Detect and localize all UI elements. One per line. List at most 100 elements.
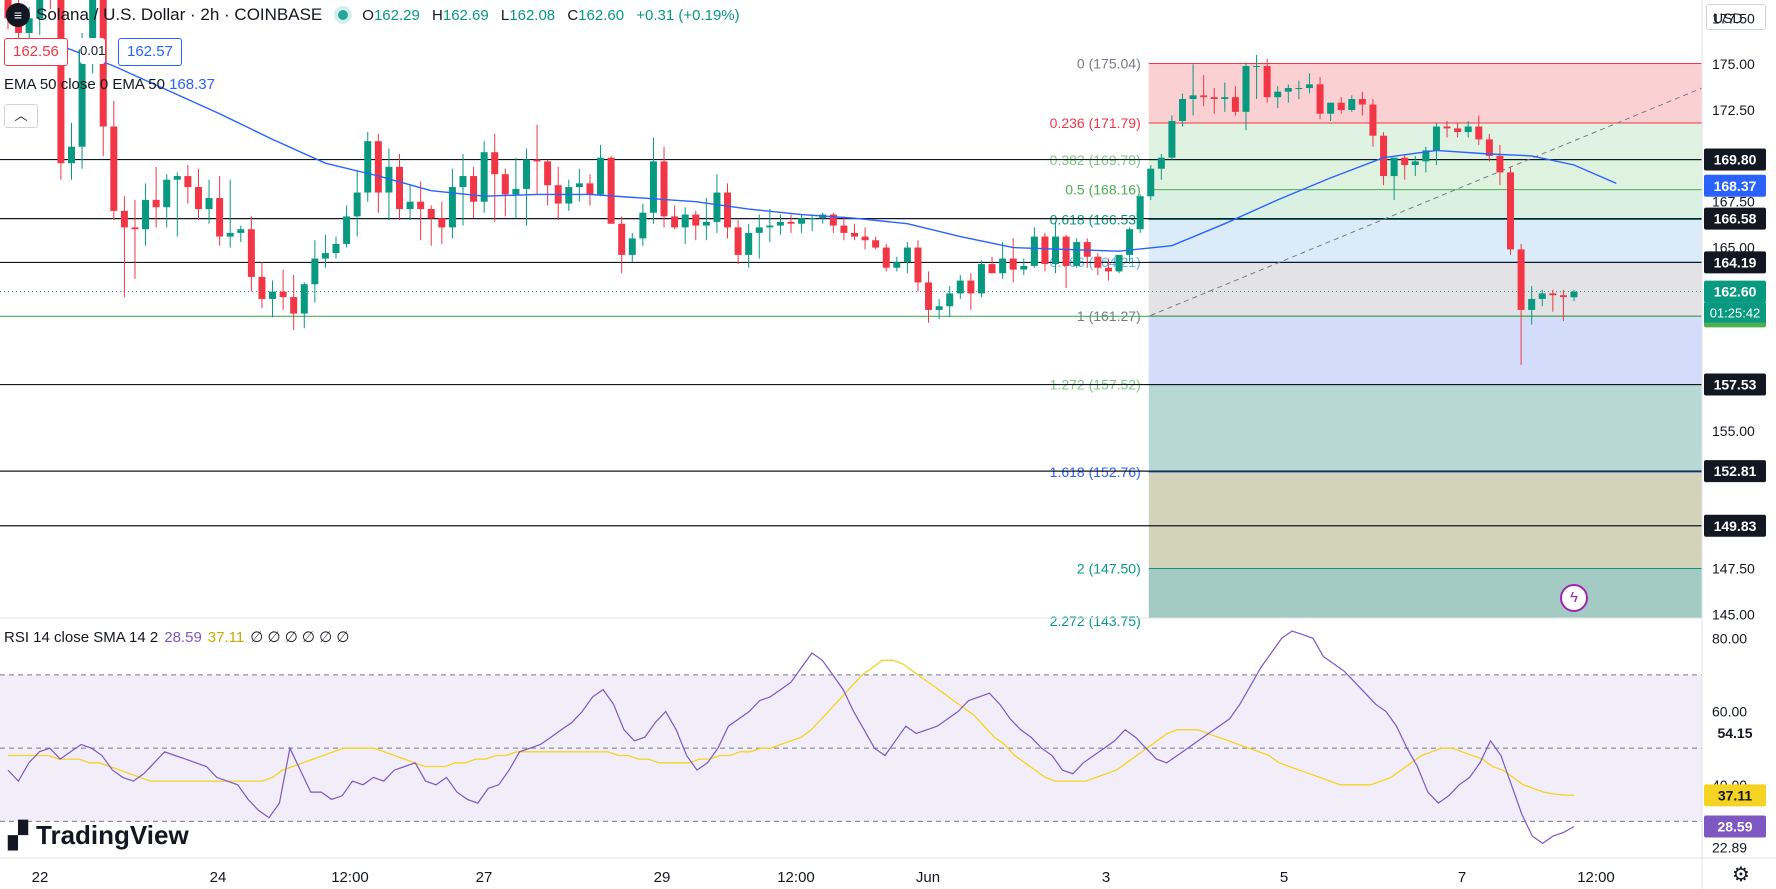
candle xyxy=(988,264,996,274)
candle xyxy=(1284,88,1292,92)
candle xyxy=(840,225,848,233)
candle xyxy=(205,198,213,210)
candle xyxy=(628,238,636,255)
candle xyxy=(1507,172,1515,250)
candle xyxy=(850,232,858,237)
candle xyxy=(1517,249,1525,310)
candle xyxy=(491,152,499,175)
price-axis-tag-label: 37.11 xyxy=(1718,787,1752,803)
candle xyxy=(290,297,298,314)
candle xyxy=(1327,102,1335,114)
candle xyxy=(1200,95,1208,98)
candle xyxy=(1073,242,1081,266)
price-tick-label: 145.00 xyxy=(1712,606,1755,622)
candle xyxy=(1030,236,1038,266)
candle xyxy=(565,187,573,204)
candle xyxy=(1570,291,1578,298)
countdown-tag xyxy=(1704,302,1766,323)
candle xyxy=(1052,236,1060,265)
buy-button[interactable]: 162.57 xyxy=(118,38,182,66)
chevron-up-icon: ︿ xyxy=(14,108,28,123)
candle xyxy=(36,0,44,19)
candle xyxy=(1115,254,1123,272)
candle xyxy=(977,264,985,294)
candle xyxy=(649,161,657,213)
candle xyxy=(269,291,277,299)
candle xyxy=(67,146,75,164)
candle xyxy=(745,232,753,255)
candle xyxy=(448,187,456,228)
candle xyxy=(787,221,795,224)
candle xyxy=(279,291,287,298)
candle xyxy=(311,258,319,285)
candle xyxy=(1242,66,1250,112)
candle xyxy=(1083,242,1091,257)
price-tick-label: 167.50 xyxy=(1712,194,1755,210)
candle xyxy=(1009,258,1017,270)
fib-zone xyxy=(1148,384,1702,473)
fib-zone xyxy=(1148,262,1702,316)
candle xyxy=(1094,256,1102,268)
fib-zone xyxy=(1148,568,1702,618)
candle xyxy=(1179,99,1186,122)
candle xyxy=(1464,126,1472,133)
price-axis-tag-label: 152.81 xyxy=(1714,463,1757,479)
collapse-indicators-button[interactable]: ︿ xyxy=(4,104,38,128)
fib-level-label: 1.618 (152.76) xyxy=(1050,464,1141,480)
candle xyxy=(681,214,689,228)
tradingview-logo[interactable]: ▞ TradingView xyxy=(8,820,189,850)
candle xyxy=(25,18,33,34)
ema-indicator-label[interactable]: EMA 50 close 0 EMA 50 168.37 xyxy=(4,76,215,93)
time-tick-label: 22 xyxy=(32,869,49,886)
candle xyxy=(131,227,139,230)
rsi-tick-label: 22.89 xyxy=(1712,839,1747,855)
candle xyxy=(861,236,869,241)
candle xyxy=(1411,161,1419,166)
price-axis-tag-label: 157.53 xyxy=(1714,377,1757,393)
candle xyxy=(776,221,784,226)
candle xyxy=(618,223,626,255)
candle xyxy=(1104,267,1112,272)
candle xyxy=(1305,84,1313,89)
price-change: +0.31 (+0.19%) xyxy=(636,6,740,24)
candle xyxy=(247,229,255,277)
candle xyxy=(1485,139,1493,156)
candle xyxy=(597,157,605,195)
candle xyxy=(829,214,837,226)
time-tick-label: Jun xyxy=(916,869,940,886)
fib-level-label: 0 (175.04) xyxy=(1077,55,1141,71)
candle xyxy=(1221,97,1229,100)
candle xyxy=(480,152,488,202)
rsi-tick-label: 60.00 xyxy=(1712,704,1747,720)
candle xyxy=(459,176,467,188)
candle xyxy=(142,199,150,230)
candle xyxy=(1210,97,1218,100)
fib-zone xyxy=(1148,219,1702,263)
price-axis-tag xyxy=(1704,784,1766,807)
settings-gear-icon[interactable]: ⚙ xyxy=(1732,864,1750,886)
candle xyxy=(1422,150,1430,162)
candle xyxy=(194,187,202,210)
candle xyxy=(1231,97,1239,112)
candle xyxy=(427,209,435,219)
candle xyxy=(173,176,181,180)
time-tick-label: 29 xyxy=(654,869,671,886)
candle xyxy=(501,174,509,195)
currency-selector[interactable]: USD xyxy=(1706,4,1766,30)
price-axis-tag-label: 169.80 xyxy=(1714,152,1757,168)
alert-bolt-icon[interactable]: ϟ xyxy=(1560,584,1588,612)
candle xyxy=(1475,126,1483,140)
sell-button[interactable]: 162.56 xyxy=(4,38,68,66)
symbol-title[interactable]: Solana / U.S. Dollar · 2h · COINBASE xyxy=(36,5,323,24)
rsi-tick-label: 80.00 xyxy=(1712,630,1747,646)
candle xyxy=(1189,95,1197,100)
fib-zone xyxy=(1148,472,1702,569)
candle xyxy=(321,253,329,259)
rsi-line xyxy=(7,630,1575,845)
price-tick-label: 172.50 xyxy=(1712,102,1755,118)
market-status-icon[interactable] xyxy=(338,10,349,20)
candle xyxy=(671,216,679,228)
rsi-indicator-label[interactable]: RSI 14 close SMA 14 2 28.59 37.11 ∅ ∅ ∅ ∅ ∅… xyxy=(4,629,350,646)
price-tick-label: 177.50 xyxy=(1712,10,1755,26)
